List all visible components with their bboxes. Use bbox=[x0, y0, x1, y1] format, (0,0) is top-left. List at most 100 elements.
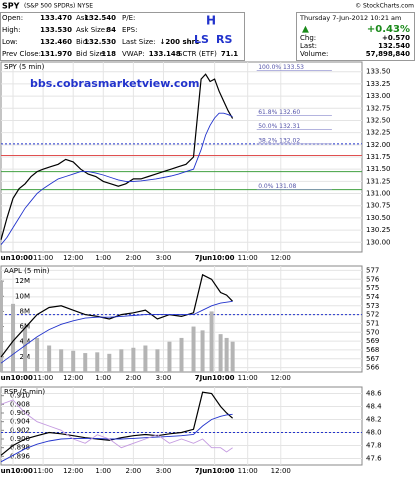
y-tick-label: 131.25 bbox=[366, 177, 391, 185]
x-tick-label: 11:00 bbox=[238, 254, 258, 262]
y-tick-label: 577 bbox=[366, 266, 379, 274]
y-tick-label: 576 bbox=[366, 275, 380, 283]
price-line bbox=[0, 73, 234, 240]
up-arrow: ▲ bbox=[302, 25, 309, 35]
x-tick-label: 11:00 bbox=[33, 467, 53, 475]
x-tick-label: 12:00 bbox=[271, 467, 291, 475]
volume-bar bbox=[0, 281, 3, 372]
volume-bar bbox=[224, 337, 229, 372]
date: Thursday 7-Jun-2012 10:21 am bbox=[299, 14, 401, 22]
x-tick-label: 7Jun10:00 bbox=[195, 467, 235, 475]
x-tick-label: 2:00 bbox=[125, 254, 141, 262]
price-line bbox=[0, 399, 233, 453]
y-tick-label: 48.6 bbox=[366, 390, 382, 398]
x-tick-label: 3:00 bbox=[156, 467, 172, 475]
x-tick-label: 2:00 bbox=[125, 374, 141, 382]
volume-bar bbox=[119, 349, 124, 372]
y2-tick-label: 0.908 bbox=[10, 400, 30, 408]
quote-label: Bid Size: bbox=[76, 50, 106, 58]
y-tick-label: 131.00 bbox=[366, 190, 391, 198]
volume-bar bbox=[47, 345, 52, 372]
x-tick-label: 11:00 bbox=[238, 374, 258, 382]
y2-tick-label: 0.896 bbox=[10, 452, 31, 460]
quote-value: 133.470 bbox=[40, 14, 72, 22]
y-tick-label: 132.75 bbox=[366, 104, 391, 112]
x-tick-label: 6Jun10:00 bbox=[0, 254, 33, 262]
volume-bar bbox=[35, 337, 40, 372]
summary-value: +0.570 bbox=[382, 34, 410, 42]
x-tick-label: 12:00 bbox=[63, 467, 83, 475]
volume-bar bbox=[209, 311, 214, 372]
quote-value: 131.970 bbox=[40, 50, 72, 58]
y-tick-label: 567 bbox=[366, 355, 379, 363]
y-tick-label: 48.0 bbox=[366, 429, 382, 437]
y2-tick-label: 0.906 bbox=[10, 409, 31, 417]
volume-bar bbox=[230, 341, 235, 372]
y-tick-label: 132.50 bbox=[366, 116, 391, 124]
quote-label: EPS: bbox=[122, 26, 137, 34]
symbol-name: (S&P 500 SPDRs) NYSE bbox=[24, 3, 93, 10]
volume-bar bbox=[167, 341, 172, 372]
summary-value: 132.540 bbox=[378, 42, 410, 50]
volume-bar bbox=[71, 350, 76, 372]
summary-label: Last: bbox=[300, 42, 317, 50]
quote-value: 118 bbox=[101, 50, 116, 58]
y-tick-label: 48.4 bbox=[366, 403, 382, 411]
x-tick-label: 6Jun10:00 bbox=[0, 374, 33, 382]
price-line bbox=[0, 391, 233, 456]
x-tick-label: 11:00 bbox=[33, 374, 53, 382]
y-tick-label: 131.75 bbox=[366, 153, 391, 161]
price-line bbox=[0, 300, 233, 364]
volume-bar bbox=[143, 345, 148, 372]
fib-label: 50.0% 132.31 bbox=[258, 123, 300, 130]
quote-value: 132.460 bbox=[40, 38, 72, 46]
quote-value: ↓200 shrs bbox=[160, 38, 200, 46]
x-tick-label: 6Jun10:00 bbox=[0, 467, 33, 475]
quote-label: Bid: bbox=[76, 38, 90, 46]
y2-tick-label: 12M bbox=[15, 277, 30, 285]
y2-tick-label: 0.898 bbox=[10, 444, 30, 452]
x-tick-label: 1:00 bbox=[95, 467, 111, 475]
y-tick-label: 132.25 bbox=[366, 129, 391, 137]
y-tick-label: 130.25 bbox=[366, 226, 391, 234]
quote-value: 133.148 bbox=[149, 50, 181, 58]
panel-title: RSP (5 min) bbox=[4, 388, 45, 396]
volume-bar bbox=[83, 353, 88, 372]
source: © StockCharts.com bbox=[355, 3, 414, 10]
y-tick-label: 575 bbox=[366, 284, 379, 292]
price-line bbox=[0, 112, 233, 245]
x-tick-label: 12:00 bbox=[63, 254, 83, 262]
x-tick-label: 2:00 bbox=[125, 467, 141, 475]
fib-label: 61.8% 132.60 bbox=[258, 109, 300, 116]
y-tick-label: 133.50 bbox=[366, 68, 391, 76]
volume-bar bbox=[179, 337, 184, 372]
y-tick-label: 566 bbox=[366, 364, 380, 372]
y-tick-label: 47.6 bbox=[366, 455, 382, 463]
price-line bbox=[0, 413, 233, 463]
y2-tick-label: 8M bbox=[20, 307, 31, 315]
y-tick-label: 568 bbox=[366, 346, 379, 354]
quote-label: Low: bbox=[2, 38, 18, 46]
panel-title: AAPL (5 min) bbox=[4, 267, 50, 275]
y-tick-label: 130.50 bbox=[366, 214, 391, 222]
x-tick-label: 3:00 bbox=[156, 254, 172, 262]
price-line bbox=[0, 273, 234, 358]
y-tick-label: 48.2 bbox=[366, 416, 382, 424]
volume-bar bbox=[23, 326, 28, 372]
volume-bar bbox=[95, 352, 100, 372]
y-tick-label: 569 bbox=[366, 337, 379, 345]
x-tick-label: 7Jun10:00 bbox=[195, 374, 235, 382]
quote-label: VWAP: bbox=[122, 50, 145, 58]
quote-value: 84 bbox=[106, 26, 116, 34]
quote-label: Ask: bbox=[76, 14, 91, 22]
volume-bar bbox=[200, 330, 205, 372]
y-tick-label: 573 bbox=[366, 302, 379, 310]
quote-value: 71.1 bbox=[221, 50, 238, 58]
quote-label: SCTR (ETF) bbox=[178, 50, 217, 58]
y-tick-label: 47.8 bbox=[366, 442, 382, 450]
quote-label: Open: bbox=[2, 14, 23, 22]
x-tick-label: 11:00 bbox=[33, 254, 53, 262]
x-tick-label: 12:00 bbox=[271, 254, 291, 262]
annotation: RS bbox=[216, 33, 232, 46]
